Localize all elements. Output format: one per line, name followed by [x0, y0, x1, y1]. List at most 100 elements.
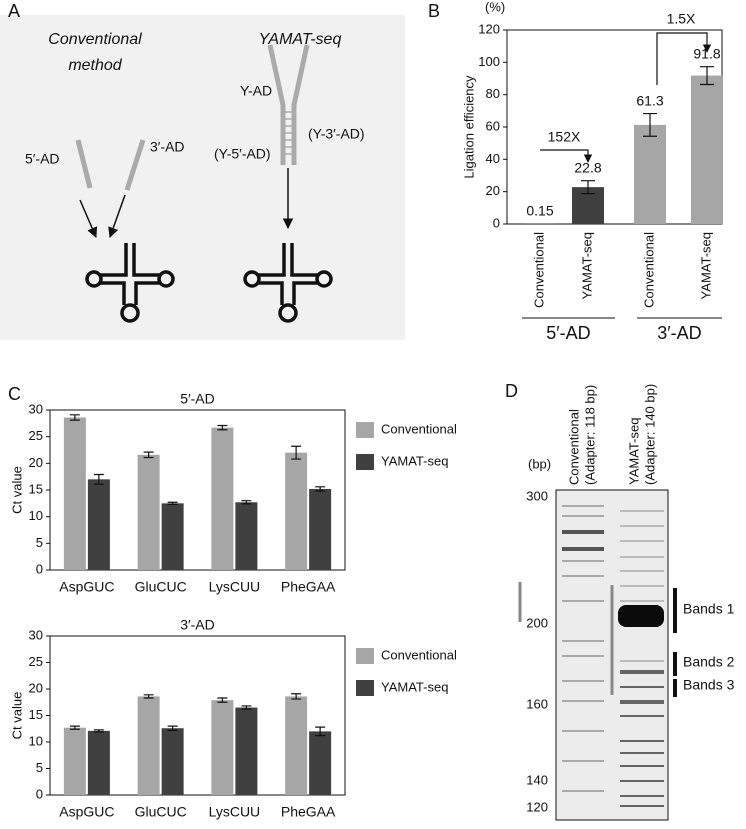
legend-swatch [356, 422, 374, 438]
gel-band [620, 752, 664, 754]
bar [309, 731, 332, 795]
gel-band [562, 560, 604, 562]
error-bar [69, 414, 80, 421]
legend-swatch [356, 454, 374, 470]
fold-bracket [540, 149, 593, 163]
gel-band [562, 655, 604, 657]
lane-note: (Adapter: 140 bp) [642, 384, 657, 485]
error-bar [581, 180, 595, 195]
trna-diagrams [85, 243, 333, 323]
y-tick-label: 0 [36, 786, 43, 801]
gel-band [562, 530, 604, 534]
error-bar [241, 500, 252, 505]
bar [235, 502, 258, 570]
error-bar [167, 501, 178, 505]
annotation: 152X [548, 129, 581, 145]
bar [691, 75, 723, 224]
gel-band [620, 686, 664, 688]
bar [161, 503, 184, 570]
trna-loop [120, 303, 140, 323]
unit-label: (%) [485, 0, 505, 14]
legend-swatch [356, 648, 374, 664]
y-tick-label: 100 [478, 54, 500, 69]
size-marker-label: 200 [526, 615, 548, 630]
trna [100, 243, 160, 305]
gel-band [562, 760, 604, 762]
error-bar [93, 473, 104, 485]
error-bar [291, 445, 302, 460]
chart-title: 3′-AD [180, 617, 215, 633]
gel-band [620, 700, 664, 704]
y-tick-label: 0 [36, 561, 43, 576]
error-bar [143, 694, 154, 699]
adapters [75, 44, 310, 191]
error-bar [217, 697, 228, 703]
bar [211, 427, 234, 570]
error-bar [241, 705, 252, 710]
gel-band [620, 670, 664, 674]
legend-label: YAMAT-seq [381, 679, 448, 694]
group-label: 3′-AD [657, 323, 701, 343]
x-tick-label: LysCUU [209, 579, 261, 595]
error-bar [167, 725, 178, 731]
bar [137, 696, 160, 795]
band-label: Bands 3 [683, 677, 735, 693]
legend-label: Conventional [381, 647, 457, 662]
trna-loop [278, 303, 298, 323]
diagram-title: YAMAT-seq [259, 31, 342, 48]
gel-band [562, 515, 604, 517]
trna-loop [85, 270, 103, 288]
y-tick-label: 15 [29, 481, 43, 496]
x-tick-label: GluCUC [135, 579, 187, 595]
gel-band [562, 505, 604, 507]
gel-band [562, 575, 604, 577]
unit-label: (bp) [528, 456, 551, 471]
y-tick-label: 20 [29, 680, 43, 695]
y-tick-label: 20 [29, 455, 43, 470]
gel-band [620, 510, 664, 512]
x-tick-label: YAMAT-seq [698, 232, 713, 299]
bar [161, 728, 184, 795]
bar [309, 488, 332, 570]
chart-title: 5′-AD [180, 391, 215, 407]
x-tick-label: AspGUC [59, 579, 114, 595]
gel-band [620, 795, 664, 797]
bar [137, 454, 160, 570]
y-tick-label: 40 [486, 151, 500, 166]
arrows [79, 168, 294, 238]
trna [258, 243, 318, 305]
band-label: Bands 2 [683, 654, 735, 670]
lane-label: Conventional [566, 409, 581, 485]
band-label: Bands 1 [683, 601, 735, 617]
x-tick-label: Conventional [531, 232, 546, 308]
y-tick-label: 20 [486, 183, 500, 198]
error-bar [643, 112, 657, 137]
size-marker-label: 300 [526, 488, 548, 503]
gel-band [620, 600, 664, 602]
y-axis-label: Ct value [9, 466, 24, 514]
bar [63, 727, 86, 795]
y-adapter-rungs [284, 111, 293, 155]
y-tick-label: 5 [36, 535, 43, 550]
trna-loop [157, 270, 175, 288]
y-tick-label: 10 [29, 508, 43, 523]
bar [211, 700, 234, 795]
value-label: 61.3 [636, 92, 663, 108]
y-tick-label: 25 [29, 428, 43, 443]
gel-band [620, 525, 664, 527]
gel-band [620, 540, 664, 542]
trna-loop [243, 270, 261, 288]
x-tick-label: Conventional [641, 232, 656, 308]
error-bar [217, 424, 228, 431]
gel-band [620, 780, 664, 782]
error-bar [315, 486, 326, 492]
gel-band [620, 765, 664, 767]
gel-band [620, 585, 664, 587]
y-tick-label: 10 [29, 733, 43, 748]
error-bar [315, 726, 326, 737]
lane-note: (Adapter: 118 bp) [582, 385, 597, 485]
panel-a-background [0, 15, 405, 340]
bar [87, 479, 110, 570]
trna-loop [315, 270, 333, 288]
gel-band [620, 715, 664, 717]
